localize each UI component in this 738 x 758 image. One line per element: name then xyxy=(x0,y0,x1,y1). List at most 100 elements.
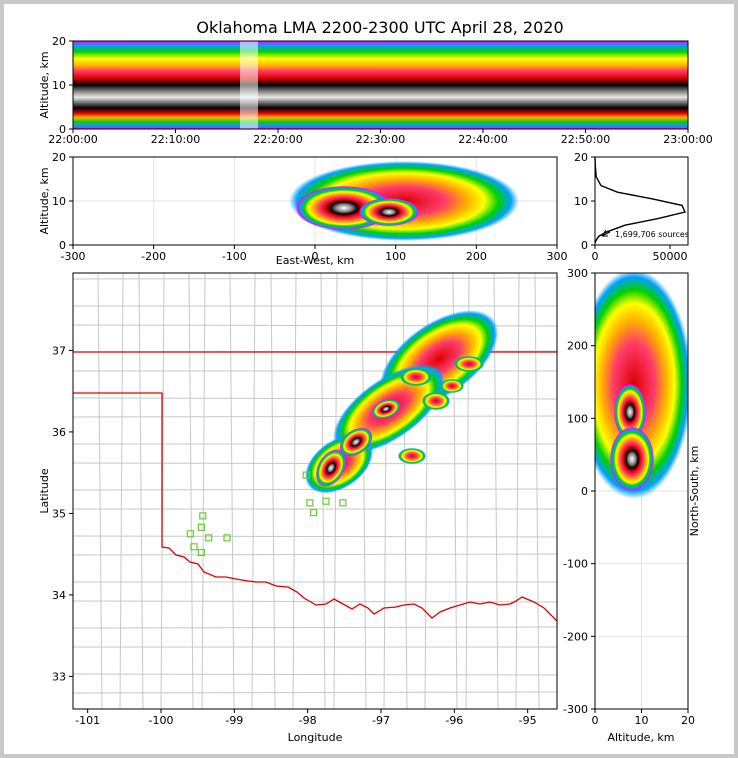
map-yticks: 33 34 35 36 37 xyxy=(52,344,73,683)
histogram-tick-label: 0 xyxy=(592,250,599,263)
north-south-density xyxy=(595,273,688,499)
map-tick-label: -96 xyxy=(445,714,463,727)
lightning-density xyxy=(304,310,499,494)
density-core xyxy=(422,392,450,410)
density-core xyxy=(339,427,373,457)
altitude-time-ylabel: Altitude, km xyxy=(38,51,51,118)
altitude-time-tick-label: 22:30:00 xyxy=(356,133,405,146)
east-west-tick-label: 100 xyxy=(385,250,406,263)
county-line xyxy=(292,273,297,709)
north-south-panel: North-South, km Altitude, km 0 10 20 -300-… xyxy=(563,267,701,744)
map-ylabel: Latitude xyxy=(38,468,51,514)
lma-station-marker xyxy=(306,499,314,507)
map-tick-label: -97 xyxy=(372,714,390,727)
north-south-tick-label: 10 xyxy=(635,714,649,727)
north-south-tick-label: 200 xyxy=(567,340,588,353)
density-core xyxy=(454,356,484,372)
county-line xyxy=(73,626,557,629)
density-core xyxy=(440,379,464,393)
histogram-xticks: 0 50000 xyxy=(592,245,688,263)
county-line xyxy=(119,273,124,709)
histogram-yticks: 0 10 20 xyxy=(574,151,595,252)
county-line xyxy=(229,273,235,709)
east-west-yticks: 0 10 20 xyxy=(52,151,73,252)
county-line xyxy=(251,273,256,709)
map-tick-label: 34 xyxy=(52,589,66,602)
histogram-tick-label: 50000 xyxy=(653,250,688,263)
altitude-time-yticks: 0 10 20 xyxy=(52,35,73,136)
north-south-tick-label: -100 xyxy=(563,558,588,571)
map-tick-label: -100 xyxy=(149,714,174,727)
east-west-tick-label: -300 xyxy=(61,250,86,263)
north-south-xticks: 0 10 20 xyxy=(592,709,695,727)
east-west-tick-label: 0 xyxy=(312,250,319,263)
east-west-tick-label: -200 xyxy=(141,250,166,263)
altitude-time-panel: Altitude, km 22:00:00 22:10:00 22:20:00 22:… xyxy=(38,35,713,146)
histogram-annotation-arrow xyxy=(601,231,611,237)
map-tick-label: 36 xyxy=(52,426,66,439)
figure-title: Oklahoma LMA 2200-2300 UTC April 28, 202… xyxy=(196,18,563,37)
county-line xyxy=(97,273,103,709)
county-line xyxy=(73,673,557,676)
east-west-density-core xyxy=(359,198,419,226)
lma-stations xyxy=(186,471,347,557)
north-south-xlabel: Altitude, km xyxy=(607,731,674,744)
north-south-density-core xyxy=(610,427,654,491)
altitude-time-density-band xyxy=(73,41,688,129)
figure-frame: Oklahoma LMA 2200-2300 UTC April 28, 202… xyxy=(4,4,734,754)
map-xticks: -101 -100 -99 -98 -97 -96 -95 xyxy=(75,709,537,727)
density-core xyxy=(400,368,432,386)
density-core xyxy=(371,399,401,419)
east-west-tick-label: 200 xyxy=(466,250,487,263)
altitude-time-tick-label: 22:40:00 xyxy=(458,133,507,146)
county-line xyxy=(73,277,557,280)
north-south-tick-label: 0 xyxy=(592,714,599,727)
lma-station-marker xyxy=(186,530,194,538)
east-west-tick-label: 300 xyxy=(547,250,568,263)
lma-station-marker xyxy=(197,548,205,557)
north-south-tick-label: 20 xyxy=(681,714,695,727)
county-line xyxy=(534,273,540,709)
density-core xyxy=(398,448,426,464)
altitude-time-tick-label: 23:00:00 xyxy=(663,133,712,146)
county-line xyxy=(361,273,367,709)
north-south-tick-label: 0 xyxy=(581,485,588,498)
county-line xyxy=(138,273,144,709)
east-west-density xyxy=(289,161,519,241)
histogram-annotation: 1,699,706 sources xyxy=(615,230,689,239)
histogram-arrow-head xyxy=(601,229,608,237)
plan-view-panel: Latitude Longitude -101 -100 -99 -98 -97 -96-… xyxy=(38,272,558,744)
altitude-time-tick-label: 22:10:00 xyxy=(151,133,200,146)
county-line xyxy=(73,415,557,418)
county-line xyxy=(270,273,276,709)
county-line xyxy=(188,273,194,709)
altitude-histogram-panel: 1,699,706 sources 0 50000 0 10 20 xyxy=(574,151,689,263)
east-west-xticks: -300 -200 -100 0 100 200 300 xyxy=(61,245,568,263)
altitude-time-tick-label: 22:50:00 xyxy=(561,133,610,146)
histogram-tick-label: 10 xyxy=(574,195,588,208)
east-west-xlabel: East-West, km xyxy=(276,254,354,267)
altitude-time-tick-label: 0 xyxy=(59,123,66,136)
north-south-tick-label: -300 xyxy=(563,703,588,716)
county-line xyxy=(201,273,206,709)
altitude-time-gap xyxy=(240,41,258,129)
altitude-time-tick-label: 22:20:00 xyxy=(253,133,302,146)
lma-station-marker xyxy=(190,543,198,551)
density-core xyxy=(315,449,347,487)
altitude-time-tick-label: 10 xyxy=(52,79,66,92)
lma-station-marker xyxy=(302,471,310,479)
lma-station-marker xyxy=(199,512,207,520)
lma-station-marker xyxy=(197,523,205,531)
county-line xyxy=(73,600,557,603)
county-line xyxy=(383,273,388,709)
histogram-tick-label: 0 xyxy=(581,239,588,252)
lma-station-marker xyxy=(322,497,330,505)
east-west-tick-label: 0 xyxy=(59,239,66,252)
north-south-tick-label: -200 xyxy=(563,630,588,643)
east-west-tick-label: 10 xyxy=(52,195,66,208)
map-tick-label: -101 xyxy=(75,714,100,727)
map-xlabel: Longitude xyxy=(288,731,343,744)
north-south-tick-label: 300 xyxy=(567,267,588,280)
map-tick-label: -99 xyxy=(225,714,243,727)
map-tick-label: -98 xyxy=(299,714,317,727)
